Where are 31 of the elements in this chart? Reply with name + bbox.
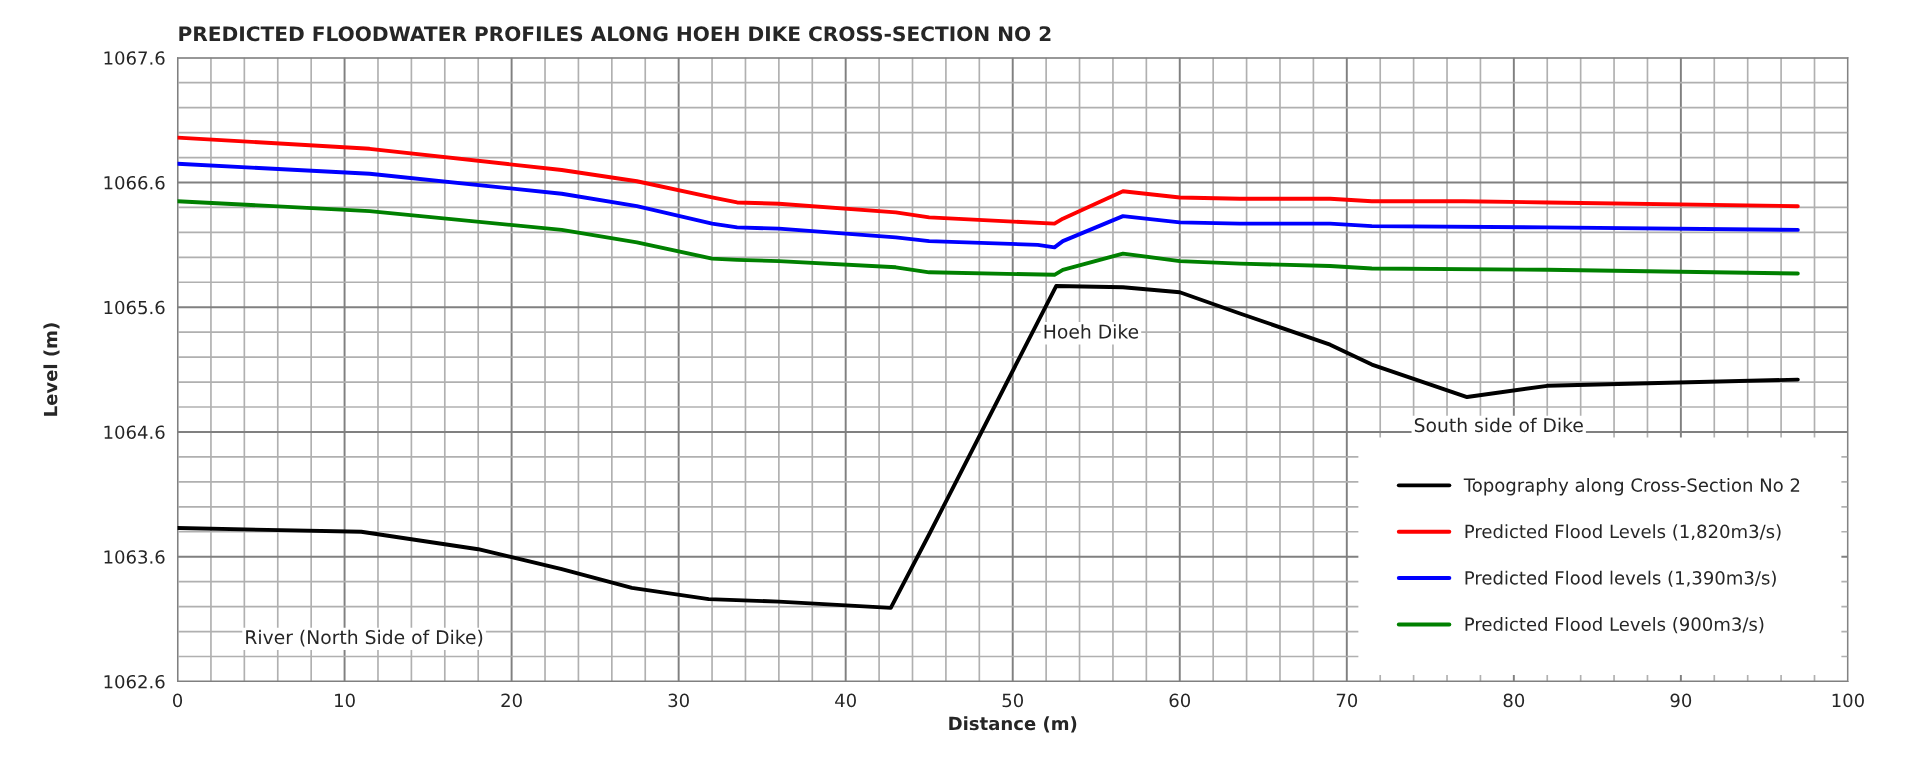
x-tick-label: 20	[501, 693, 522, 708]
chart-title: PREDICTED FLOODWATER PROFILES ALONG HOEH DIKE CROSS-SECTION NO 2	[179, 26, 1051, 42]
line-series	[177, 284, 1800, 610]
line-series	[177, 199, 1800, 277]
x-tick-label: 50	[1002, 693, 1024, 708]
y-tick-label: 1063.6	[104, 550, 165, 564]
legend-label: Predicted Flood Levels (1,820m3/s)	[1465, 524, 1781, 541]
x-tick-label: 40	[835, 693, 856, 708]
y-tick-label: 1064.6	[104, 425, 165, 440]
annotation: River (North Side of Dike)	[246, 629, 483, 647]
annotation: Hoeh Dike	[1044, 324, 1139, 339]
line-series	[177, 135, 1800, 226]
y-tick-label: 1065.6	[104, 300, 165, 315]
legend-label: Predicted Flood Levels (900m3/s)	[1465, 617, 1764, 634]
x-tick-label: 30	[668, 693, 689, 708]
x-tick-label: 0	[172, 693, 183, 708]
legend-label: Predicted Flood levels (1,390m3/s)	[1465, 570, 1776, 587]
x-tick-label: 80	[1503, 693, 1525, 708]
annotation: South side of Dike	[1414, 417, 1583, 433]
x-tick-label: 60	[1169, 693, 1191, 708]
y-tick-label: 1066.6	[104, 175, 165, 190]
y-tick-label: 1062.6	[104, 674, 165, 689]
line-series	[177, 161, 1800, 250]
x-tick-label: 90	[1670, 693, 1692, 708]
legend-label: Topography along Cross-Section No 2	[1463, 477, 1800, 496]
x-tick-label: 10	[335, 693, 355, 708]
x-axis-title: Distance (m)	[949, 716, 1077, 733]
x-tick-label: 70	[1336, 693, 1358, 708]
x-tick-label: 100	[1832, 693, 1864, 708]
y-tick-label: 1067.6	[104, 51, 165, 65]
y-axis-title: Level (m)	[43, 323, 60, 416]
